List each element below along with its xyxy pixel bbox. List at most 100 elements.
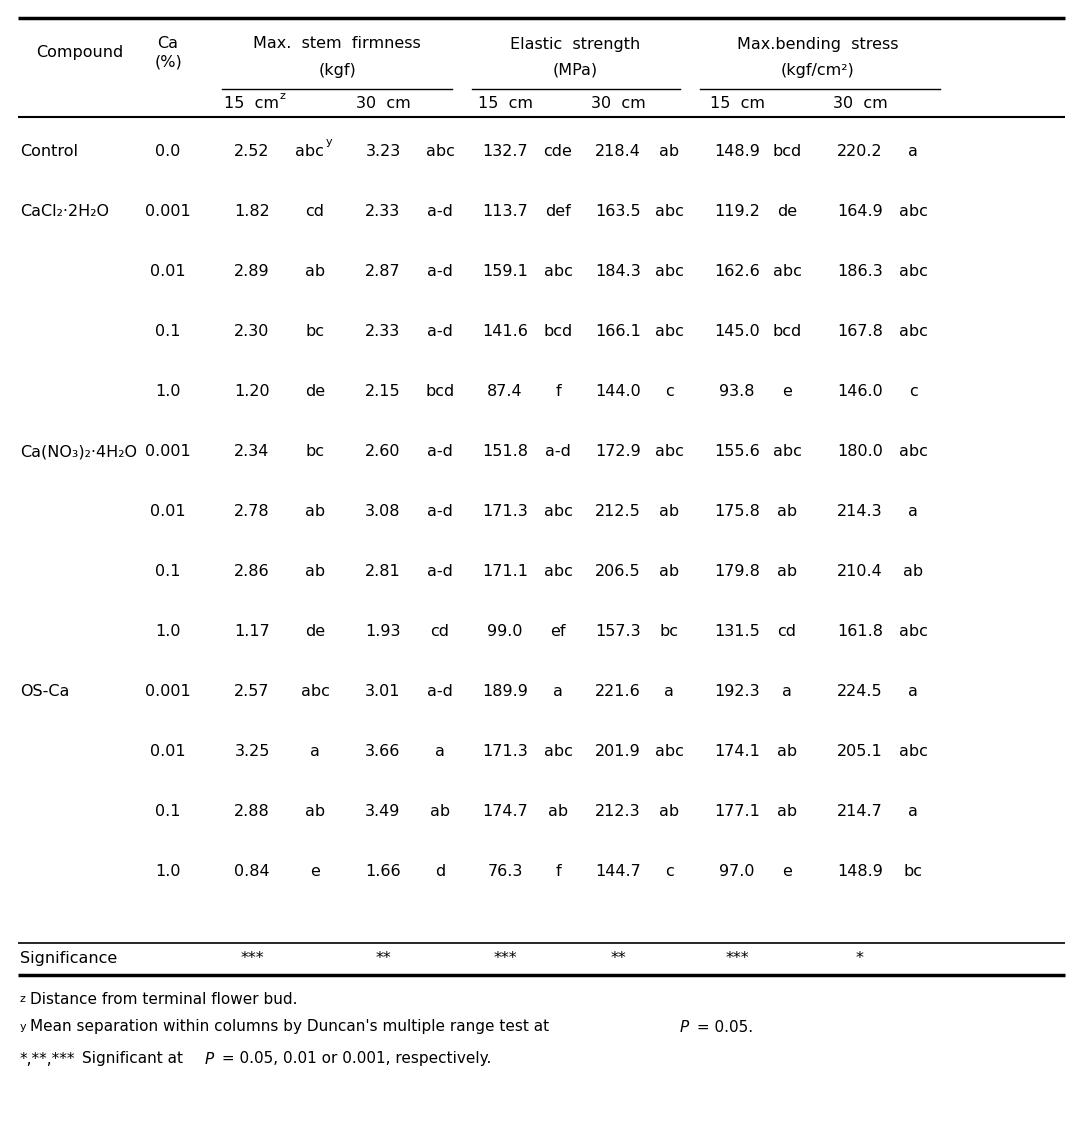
Text: *: * <box>856 951 863 967</box>
Text: 166.1: 166.1 <box>595 325 641 339</box>
Text: ab: ab <box>659 805 679 819</box>
Text: Distance from terminal flower bud.: Distance from terminal flower bud. <box>30 992 298 1006</box>
Text: 212.3: 212.3 <box>595 805 641 819</box>
Text: de: de <box>305 384 325 399</box>
Text: (kgf): (kgf) <box>318 62 356 78</box>
Text: 87.4: 87.4 <box>487 384 523 399</box>
Text: Elastic  strength: Elastic strength <box>510 36 641 52</box>
Text: abc: abc <box>773 265 802 279</box>
Text: 93.8: 93.8 <box>720 384 755 399</box>
Text: Control: Control <box>19 144 78 160</box>
Text: ***: *** <box>493 951 517 967</box>
Text: ab: ab <box>777 745 797 760</box>
Text: de: de <box>305 624 325 639</box>
Text: 214.7: 214.7 <box>837 805 883 819</box>
Text: abc: abc <box>898 745 927 760</box>
Text: 144.7: 144.7 <box>595 864 641 879</box>
Text: = 0.05.: = 0.05. <box>692 1020 753 1035</box>
Text: a: a <box>435 745 445 760</box>
Text: 113.7: 113.7 <box>483 204 528 220</box>
Text: 171.3: 171.3 <box>483 505 528 520</box>
Text: 1.82: 1.82 <box>234 204 269 220</box>
Text: (kgf/cm²): (kgf/cm²) <box>781 62 855 78</box>
Text: 0.0: 0.0 <box>156 144 181 160</box>
Text: a-d: a-d <box>545 444 571 460</box>
Text: 205.1: 205.1 <box>837 745 883 760</box>
Text: bcd: bcd <box>425 384 454 399</box>
Text: 132.7: 132.7 <box>483 144 528 160</box>
Text: 148.9: 148.9 <box>837 864 883 879</box>
Text: 186.3: 186.3 <box>837 265 883 279</box>
Text: 3.08: 3.08 <box>366 505 400 520</box>
Text: a-d: a-d <box>427 325 453 339</box>
Text: abc: abc <box>425 144 454 160</box>
Text: cde: cde <box>543 144 572 160</box>
Text: 155.6: 155.6 <box>714 444 760 460</box>
Text: 212.5: 212.5 <box>595 505 641 520</box>
Text: 144.0: 144.0 <box>595 384 641 399</box>
Text: c: c <box>664 864 673 879</box>
Text: Significant at: Significant at <box>82 1051 188 1066</box>
Text: Compound: Compound <box>37 44 123 60</box>
Text: 15  cm: 15 cm <box>710 96 765 110</box>
Text: d: d <box>435 864 445 879</box>
Text: 177.1: 177.1 <box>714 805 760 819</box>
Text: a: a <box>782 684 792 700</box>
Text: cd: cd <box>431 624 449 639</box>
Text: 163.5: 163.5 <box>595 204 641 220</box>
Text: OS-Ca: OS-Ca <box>19 684 69 700</box>
Text: Significance: Significance <box>19 951 117 967</box>
Text: bc: bc <box>305 444 325 460</box>
Text: a-d: a-d <box>427 505 453 520</box>
Text: 167.8: 167.8 <box>837 325 883 339</box>
Text: de: de <box>777 204 797 220</box>
Text: 0.01: 0.01 <box>150 505 186 520</box>
Text: 179.8: 179.8 <box>714 565 760 579</box>
Text: 174.1: 174.1 <box>714 745 760 760</box>
Text: 0.01: 0.01 <box>150 265 186 279</box>
Text: ab: ab <box>305 505 325 520</box>
Text: 1.17: 1.17 <box>234 624 269 639</box>
Text: abc: abc <box>655 265 684 279</box>
Text: abc: abc <box>655 444 684 460</box>
Text: 1.20: 1.20 <box>234 384 269 399</box>
Text: Ca: Ca <box>158 36 179 52</box>
Text: 201.9: 201.9 <box>595 745 641 760</box>
Text: a-d: a-d <box>427 444 453 460</box>
Text: a: a <box>553 684 563 700</box>
Text: 141.6: 141.6 <box>483 325 528 339</box>
Text: 2.34: 2.34 <box>235 444 269 460</box>
Text: 206.5: 206.5 <box>595 565 641 579</box>
Text: 15  cm: 15 cm <box>224 96 279 110</box>
Text: ab: ab <box>547 805 568 819</box>
Text: abc: abc <box>898 204 927 220</box>
Text: 30  cm: 30 cm <box>833 96 887 110</box>
Text: ab: ab <box>659 505 679 520</box>
Text: ab: ab <box>659 565 679 579</box>
Text: ab: ab <box>659 144 679 160</box>
Text: ab: ab <box>430 805 450 819</box>
Text: z: z <box>280 91 286 101</box>
Text: **: ** <box>375 951 391 967</box>
Text: **: ** <box>610 951 625 967</box>
Text: 161.8: 161.8 <box>837 624 883 639</box>
Text: abc: abc <box>543 745 572 760</box>
Text: abc: abc <box>543 565 572 579</box>
Text: 2.57: 2.57 <box>234 684 269 700</box>
Text: 2.86: 2.86 <box>234 565 269 579</box>
Text: def: def <box>545 204 571 220</box>
Text: 97.0: 97.0 <box>720 864 755 879</box>
Text: *,**,***: *,**,*** <box>19 1051 76 1066</box>
Text: ef: ef <box>551 624 566 639</box>
Text: a-d: a-d <box>427 565 453 579</box>
Text: 0.001: 0.001 <box>145 684 190 700</box>
Text: 159.1: 159.1 <box>483 265 528 279</box>
Text: 2.81: 2.81 <box>365 565 400 579</box>
Text: = 0.05, 0.01 or 0.001, respectively.: = 0.05, 0.01 or 0.001, respectively. <box>217 1051 491 1066</box>
Text: 99.0: 99.0 <box>487 624 523 639</box>
Text: abc: abc <box>898 624 927 639</box>
Text: a: a <box>908 805 918 819</box>
Text: y: y <box>19 1022 27 1032</box>
Text: 146.0: 146.0 <box>837 384 883 399</box>
Text: bc: bc <box>660 624 678 639</box>
